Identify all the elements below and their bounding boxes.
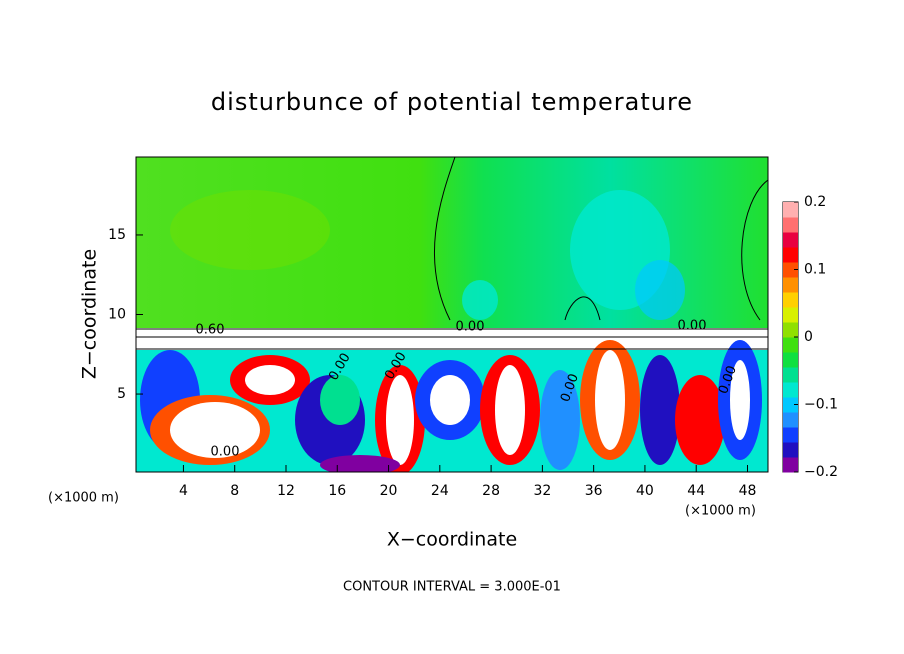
x-tick-label: 36 [585, 483, 603, 499]
x-tick-label: 48 [739, 483, 757, 499]
colorbar-tick-label: −0.1 [804, 397, 838, 413]
x-tick-label: 16 [328, 483, 346, 499]
colorbar-swatch [783, 292, 798, 308]
x-tick-label: 4 [179, 483, 188, 499]
colorbar-swatch [783, 352, 798, 368]
x-unit-label: (×1000 m) [48, 491, 119, 506]
colorbar-swatch [783, 307, 798, 323]
contour-label: 0.60 [196, 323, 225, 338]
colorbar-swatch [783, 412, 798, 428]
colorbar-tick-label: 0.2 [804, 194, 826, 210]
y-tick-label: 15 [108, 227, 126, 243]
colorbar-swatch [783, 232, 798, 248]
x-unit-label: (×1000 m) [685, 504, 756, 519]
x-tick-label: 8 [230, 483, 239, 499]
colorbar-tick-label: 0 [804, 329, 813, 345]
colorbar-swatch [783, 397, 798, 413]
footnote: CONTOUR INTERVAL = 3.000E-01 [343, 580, 561, 595]
colorbar-swatch [783, 217, 798, 233]
y-axis-label: Z−coordinate [79, 249, 101, 379]
y-tick-label: 5 [117, 386, 126, 402]
contour-label: 0.00 [678, 319, 707, 334]
colorbar-swatch [783, 457, 798, 473]
contour-label: 0.00 [456, 320, 485, 335]
x-tick-label: 32 [533, 483, 551, 499]
colorbar-swatch [783, 262, 798, 278]
colorbar-swatch [783, 247, 798, 263]
x-axis-label: X−coordinate [387, 529, 517, 551]
colorbar-swatch [783, 442, 798, 458]
colorbar-swatch [783, 202, 798, 218]
colorbar-swatch [783, 382, 798, 398]
colorbar-swatch [783, 277, 798, 293]
x-tick-label: 12 [277, 483, 295, 499]
colorbar-swatch [783, 427, 798, 443]
colorbar-tick-label: −0.2 [804, 464, 838, 480]
contour-label: 0.00 [211, 445, 240, 460]
y-tick-label: 10 [108, 307, 126, 323]
x-tick-label: 44 [687, 483, 705, 499]
colorbar-swatch [783, 322, 798, 338]
colorbar-swatch [783, 367, 798, 383]
x-tick-label: 20 [380, 483, 398, 499]
x-tick-label: 24 [431, 483, 449, 499]
field [136, 157, 768, 472]
chart-title: disturbunce of potential temperature [211, 88, 693, 116]
x-tick-label: 28 [482, 483, 500, 499]
colorbar-swatch [783, 337, 798, 353]
x-tick-label: 40 [636, 483, 654, 499]
colorbar-tick-label: 0.1 [804, 262, 826, 278]
